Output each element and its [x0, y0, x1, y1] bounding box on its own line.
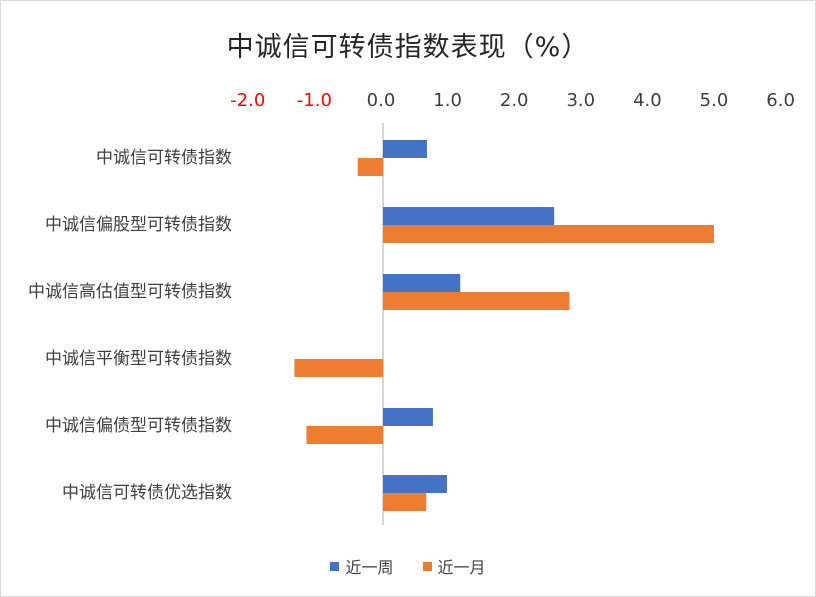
category-label: 中诚信可转债优选指数	[62, 483, 232, 503]
legend-item-week: 近一周	[330, 554, 393, 578]
x-tick-label: 4.0	[633, 90, 662, 111]
bar-month	[294, 359, 383, 377]
category-label: 中诚信高估值型可转债指数	[28, 282, 232, 302]
bar-week	[383, 408, 433, 426]
bar-week	[383, 140, 427, 158]
legend-item-month: 近一月	[422, 554, 486, 578]
category-label: 中诚信偏债型可转债指数	[45, 416, 232, 436]
legend-label-week: 近一周	[345, 558, 394, 577]
category-label: 中诚信平衡型可转债指数	[45, 349, 232, 369]
bar-week	[383, 207, 555, 225]
x-tick-label: -1.0	[297, 90, 332, 111]
x-tick-label: 6.0	[766, 90, 795, 111]
bar-month	[306, 426, 383, 444]
x-tick-label: 1.0	[433, 90, 462, 111]
legend: 近一周 近一月	[1, 554, 815, 578]
chart-title: 中诚信可转债指数表现（%）	[226, 32, 590, 63]
category-label: 中诚信可转债指数	[96, 148, 232, 168]
x-tick-label: 2.0	[500, 90, 529, 111]
bar-month	[383, 493, 427, 511]
bar-week	[383, 475, 447, 493]
legend-label-month: 近一月	[437, 558, 486, 577]
category-label: 中诚信偏股型可转债指数	[45, 215, 232, 235]
bar-month	[383, 292, 570, 310]
legend-swatch-month	[422, 561, 432, 571]
x-tick-label: 0.0	[367, 90, 396, 111]
bar-month	[357, 158, 383, 176]
bar-month	[383, 225, 715, 243]
x-tick-label: 5.0	[700, 90, 729, 111]
bar-week	[383, 274, 461, 292]
x-tick-label: 3.0	[566, 90, 595, 111]
x-tick-label: -2.0	[230, 90, 265, 111]
legend-swatch-week	[330, 561, 340, 571]
